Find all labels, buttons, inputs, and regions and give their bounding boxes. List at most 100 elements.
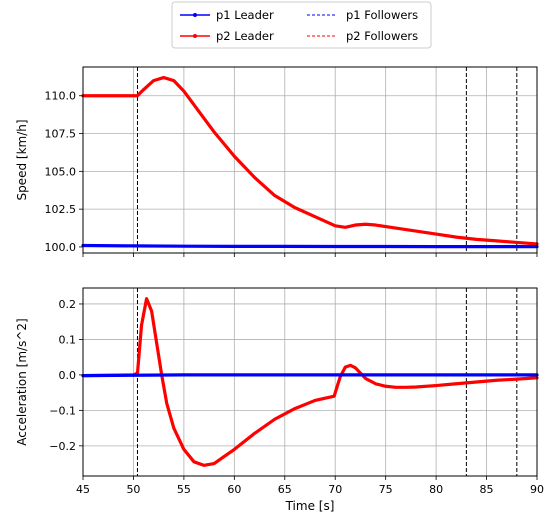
legend: p1 Leader p2 Leader p1 Followers p2 Foll… <box>172 2 431 48</box>
x-tick-label: 60 <box>227 483 241 496</box>
data-point-p2-leader <box>344 226 346 228</box>
y-tick-label: −0.1 <box>49 404 76 417</box>
data-point-p1-leader <box>284 374 286 376</box>
data-point-p2-leader <box>349 364 351 366</box>
data-point-p1-leader <box>132 245 134 247</box>
data-point-p1-leader <box>485 245 487 247</box>
data-point-p2-leader <box>183 90 185 92</box>
data-point-p1-leader <box>334 245 336 247</box>
y-tick-label: 110.0 <box>45 90 77 103</box>
x-tick-label: 80 <box>429 483 443 496</box>
legend-label-p1-leader: p1 Leader <box>216 8 274 22</box>
data-point-p1-leader <box>435 374 437 376</box>
time-x-axis-label: Time [s] <box>285 499 335 513</box>
data-point-p2-leader <box>374 224 376 226</box>
data-point-p2-leader <box>253 176 255 178</box>
data-point-p1-leader <box>233 245 235 247</box>
data-point-p2-leader <box>233 448 235 450</box>
data-point-p2-leader <box>475 238 477 240</box>
y-tick-label: 0.1 <box>59 333 77 346</box>
data-point-p2-leader <box>173 427 175 429</box>
data-point-p2-leader <box>132 95 134 97</box>
data-point-p2-leader <box>395 386 397 388</box>
series-line-p1-leader <box>83 245 537 246</box>
speed-panel: 100.0 102.5 105.0 107.5 110.0 Speed [km/h] <box>15 67 538 257</box>
legend-label-p1-followers: p1 Followers <box>346 8 418 22</box>
data-point-p2-leader <box>294 407 296 409</box>
speed-axes-frame <box>83 67 537 253</box>
legend-label-p2-leader: p2 Leader <box>216 29 274 43</box>
data-point-p2-leader <box>223 455 225 457</box>
data-point-p2-leader <box>364 377 366 379</box>
x-tick-label: 70 <box>328 483 342 496</box>
acceleration-panel: 45 50 55 60 65 70 75 80 85 90 −0.2 −0.1 0.0 0.1 0.2 Ac… <box>15 288 544 513</box>
speed-grid <box>83 67 537 253</box>
data-point-p1-leader <box>384 374 386 376</box>
data-point-p2-leader <box>136 95 138 97</box>
data-point-p2-leader <box>203 117 205 119</box>
data-point-p2-leader <box>213 131 215 133</box>
data-point-p1-leader <box>334 374 336 376</box>
data-point-p2-leader <box>193 104 195 106</box>
data-point-p2-leader <box>516 378 518 380</box>
series-line-p1-leader <box>83 375 537 376</box>
legend-label-p2-followers: p2 Followers <box>346 29 418 43</box>
data-point-p2-leader <box>395 227 397 229</box>
speed-ticks: 100.0 102.5 105.0 107.5 110.0 <box>45 90 538 257</box>
data-point-p1-leader <box>435 245 437 247</box>
data-point-p1-leader <box>485 374 487 376</box>
data-point-p2-leader <box>173 79 175 81</box>
data-point-p2-leader <box>150 310 152 312</box>
data-point-p2-leader <box>166 402 168 404</box>
data-point-p2-leader <box>142 88 144 90</box>
data-point-p2-leader <box>145 297 147 299</box>
data-point-p2-leader <box>140 324 142 326</box>
data-point-p2-leader <box>455 383 457 385</box>
data-point-p2-leader <box>155 342 157 344</box>
y-tick-label: 0.2 <box>59 298 77 311</box>
data-point-p2-leader <box>333 395 335 397</box>
data-point-p2-leader <box>203 464 205 466</box>
data-point-p2-leader <box>294 206 296 208</box>
y-tick-label: 105.0 <box>45 165 77 178</box>
data-point-p2-leader <box>183 448 185 450</box>
data-point-p2-leader <box>384 385 386 387</box>
data-point-p2-leader <box>364 223 366 225</box>
x-tick-label: 45 <box>76 483 90 496</box>
x-tick-label: 50 <box>126 483 140 496</box>
data-point-p2-leader <box>334 391 336 393</box>
data-point-p2-leader <box>354 367 356 369</box>
data-point-p2-leader <box>253 432 255 434</box>
acceleration-series <box>82 297 538 466</box>
speed-series <box>82 76 538 247</box>
data-point-p2-leader <box>415 386 417 388</box>
data-point-p1-leader <box>233 374 235 376</box>
data-point-p2-leader <box>405 386 407 388</box>
data-point-p2-leader <box>223 143 225 145</box>
data-point-p2-leader <box>152 79 154 81</box>
data-point-p2-leader <box>455 236 457 238</box>
speed-event-lines <box>137 67 516 253</box>
data-point-p2-leader <box>163 76 165 78</box>
data-point-p2-leader <box>516 241 518 243</box>
x-tick-label: 75 <box>379 483 393 496</box>
data-point-p2-leader <box>435 384 437 386</box>
data-point-p1-leader <box>183 245 185 247</box>
acceleration-ticks: 45 50 55 60 65 70 75 80 85 90 −0.2 −0.1 0.0 0.1 0.2 <box>49 298 544 496</box>
data-point-p2-leader <box>475 381 477 383</box>
y-tick-label: 102.5 <box>45 203 77 216</box>
data-point-p2-leader <box>314 216 316 218</box>
data-point-p2-leader <box>374 383 376 385</box>
x-tick-label: 85 <box>480 483 494 496</box>
data-point-p2-leader <box>415 230 417 232</box>
y-tick-label: 100.0 <box>45 241 77 254</box>
data-point-p2-leader <box>344 366 346 368</box>
y-tick-label: 107.5 <box>45 128 77 141</box>
data-point-p2-leader <box>334 225 336 227</box>
y-tick-label: −0.2 <box>49 440 76 453</box>
data-point-p2-leader <box>273 194 275 196</box>
y-tick-label: 0.0 <box>59 369 77 382</box>
data-point-p1-leader <box>384 245 386 247</box>
data-point-p2-leader <box>314 399 316 401</box>
